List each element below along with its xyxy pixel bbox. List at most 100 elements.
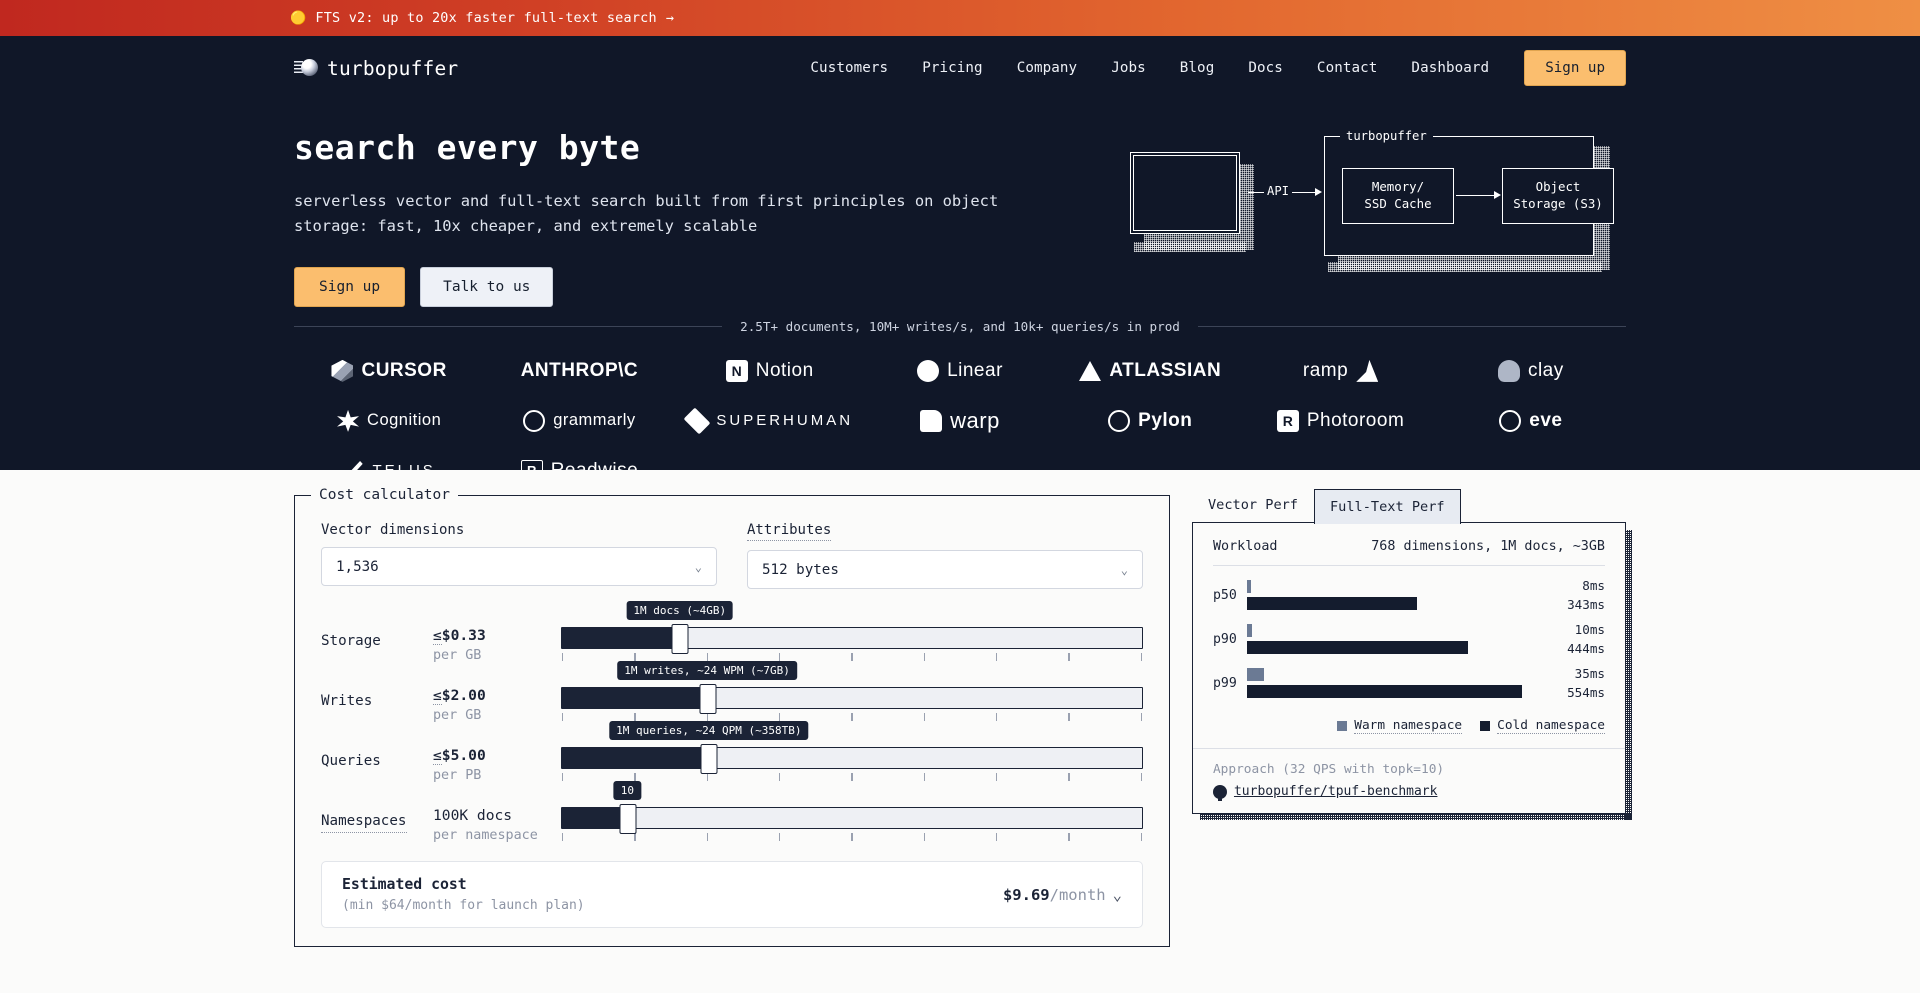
photoroom-icon: R <box>1276 409 1299 432</box>
slider-track-writes[interactable] <box>561 684 1143 714</box>
slider-track-wrap-namespaces: 10 <box>561 781 1143 841</box>
hero-talk-button[interactable]: Talk to us <box>420 266 554 307</box>
slider-thumb-storage[interactable] <box>671 624 689 654</box>
slider-fill <box>562 688 708 708</box>
memory-label: Memory/ SSD Cache <box>1364 179 1432 211</box>
chart-row-p90: p90 10ms 444ms <box>1213 622 1605 656</box>
perf-card-shadow-bottom <box>1199 813 1632 820</box>
logo-notion: N Notion <box>725 356 814 386</box>
legend-swatch-warm-icon <box>1337 721 1348 731</box>
chart-values-p90: 10ms 444ms <box>1543 622 1605 656</box>
hero-signup-button[interactable]: Sign up <box>294 266 406 307</box>
announcement-banner[interactable]: 🟡 FTS v2: up to 20x faster full-text sea… <box>0 0 1920 36</box>
percentile-label-p90: p90 <box>1212 631 1237 647</box>
chart-values-p50: 8ms 343ms <box>1543 578 1605 612</box>
slider-fill <box>562 808 629 828</box>
workload-row: Workload 768 dimensions, 1M docs, ~3GB <box>1213 539 1605 565</box>
cost-calculator-legend: Cost calculator <box>319 487 450 503</box>
nav-item-jobs[interactable]: Jobs <box>1111 60 1146 76</box>
logo-label: Notion <box>755 359 814 381</box>
slider-track-namespaces[interactable] <box>561 804 1143 834</box>
linear-icon <box>917 359 940 382</box>
legend-warm[interactable]: Warm namespace <box>1337 718 1463 734</box>
slider-fill <box>562 748 710 768</box>
vector-dimensions-label: Vector dimensions <box>321 522 465 538</box>
slider-thumb-writes[interactable] <box>699 684 717 714</box>
nav-item-docs[interactable]: Docs <box>1248 60 1283 76</box>
notion-icon: N <box>725 359 748 382</box>
selectors-row: Vector dimensions 1,536 ⌄ Attributes 512… <box>321 519 1143 589</box>
logo-pylon: Pylon <box>1108 406 1192 436</box>
repo-link[interactable]: turbopuffer/tpuf-benchmark <box>1233 784 1438 799</box>
cost-calculator-panel: Cost calculator Vector dimensions 1,536 … <box>294 487 1170 947</box>
legend-cold[interactable]: Cold namespace <box>1480 718 1605 734</box>
bar-warm-p99 <box>1246 668 1265 681</box>
nav-signup-button[interactable]: Sign up <box>1524 50 1626 86</box>
slider-row-queries: Queries ≤$5.00 per PB 1M queries, ~24 QP… <box>321 721 1143 783</box>
nav-item-contact[interactable]: Contact <box>1316 60 1378 76</box>
perf-tabs: Vector Perf Full-Text Perf <box>1192 487 1626 524</box>
performance-panel: Vector Perf Full-Text Perf Workload 768 … <box>1191 487 1632 947</box>
repo-link-row[interactable]: turbopuffer/tpuf-benchmark <box>1212 784 1605 801</box>
slider-thumb-queries[interactable] <box>700 744 718 774</box>
nav-item-customers[interactable]: Customers <box>810 60 889 76</box>
vector-dimensions-select[interactable]: 1,536 ⌄ <box>321 547 717 586</box>
pylon-icon <box>1108 409 1131 432</box>
slider-bubble-writes: 1M writes, ~24 WPM (~7GB) <box>617 661 797 680</box>
logo-eve: eve <box>1499 406 1562 436</box>
eve-icon <box>1499 409 1522 432</box>
slider-track-storage[interactable] <box>561 624 1143 654</box>
object-storage-box: Object Storage (S3) <box>1502 168 1614 224</box>
nav-item-blog[interactable]: Blog <box>1179 60 1215 76</box>
value-cold-p99: 554ms <box>1567 685 1605 700</box>
logo-label: grammarly <box>553 411 636 430</box>
api-label: API <box>1264 184 1293 198</box>
attributes-value: 512 bytes <box>761 561 839 578</box>
turbopuffer-logo-icon <box>294 57 318 79</box>
slider-track-queries[interactable] <box>561 744 1143 774</box>
slider-fill <box>562 628 681 648</box>
vector-dimensions-group: Vector dimensions 1,536 ⌄ <box>321 519 717 589</box>
chevron-down-icon[interactable]: ⌄ <box>1112 885 1122 904</box>
estimate-price-group: $9.69/month ⌄ <box>1003 886 1122 904</box>
estimated-cost-box[interactable]: Estimated cost (min $64/month for launch… <box>321 861 1143 928</box>
tab-full-text-perf[interactable]: Full-Text Perf <box>1314 488 1461 524</box>
slider-label-storage: Storage <box>321 633 381 649</box>
percentile-label-p99: p99 <box>1212 675 1237 691</box>
chevron-down-icon: ⌄ <box>694 559 702 574</box>
nav-item-dashboard[interactable]: Dashboard <box>1411 60 1490 76</box>
logo-label: Linear <box>947 359 1003 381</box>
slider-thumb-namespaces[interactable] <box>619 804 637 834</box>
attributes-select[interactable]: 512 bytes ⌄ <box>746 550 1143 589</box>
price-unit: per GB <box>433 648 482 663</box>
calculator-and-perf: Cost calculator Vector dimensions 1,536 … <box>294 470 1632 947</box>
calculator-body: Vector dimensions 1,536 ⌄ Attributes 512… <box>295 503 1169 843</box>
lte-symbol: ≤ <box>433 627 442 645</box>
logo-label: Cognition <box>367 411 442 430</box>
coin-icon: 🟡 <box>290 10 307 26</box>
divider-right <box>1197 325 1627 327</box>
warp-icon <box>920 409 943 432</box>
architecture-diagram: client API turbopuffer Memory/ SSD Cache <box>1082 122 1614 287</box>
turbopuffer-group-shadow-bottom <box>1328 262 1602 272</box>
slider-price-namespaces: 100K docs per namespace <box>433 793 561 843</box>
slider-bubble-queries: 1M queries, ~24 QPM (~358TB) <box>609 721 809 740</box>
slider-track-wrap-storage: 1M docs (~4GB) <box>561 601 1143 661</box>
bar-cold-p90 <box>1246 641 1468 654</box>
nav-item-pricing[interactable]: Pricing <box>922 60 983 76</box>
logo-clay: clay <box>1497 356 1564 386</box>
turbopuffer-group-label: turbopuffer <box>1340 129 1433 143</box>
nav-item-company[interactable]: Company <box>1016 60 1078 76</box>
hero-section: turbopuffer Customers Pricing Company Jo… <box>0 36 1920 482</box>
tab-vector-perf[interactable]: Vector Perf <box>1192 487 1314 522</box>
brand-logo[interactable]: turbopuffer <box>294 57 458 80</box>
slider-track-wrap-queries: 1M queries, ~24 QPM (~358TB) <box>561 721 1143 781</box>
chart-row-p99: p99 35ms 554ms <box>1213 666 1605 700</box>
vector-dimensions-value: 1,536 <box>336 558 379 575</box>
light-section: Cost calculator Vector dimensions 1,536 … <box>0 470 1920 947</box>
logo-ramp: ramp <box>1303 356 1379 386</box>
slider-ticks <box>561 833 1143 841</box>
logo-cognition: Cognition <box>337 406 441 436</box>
price-unit: per GB <box>433 708 482 723</box>
sliders-group: Storage ≤$0.33 per GB 1M docs (~4GB) <box>321 601 1143 843</box>
